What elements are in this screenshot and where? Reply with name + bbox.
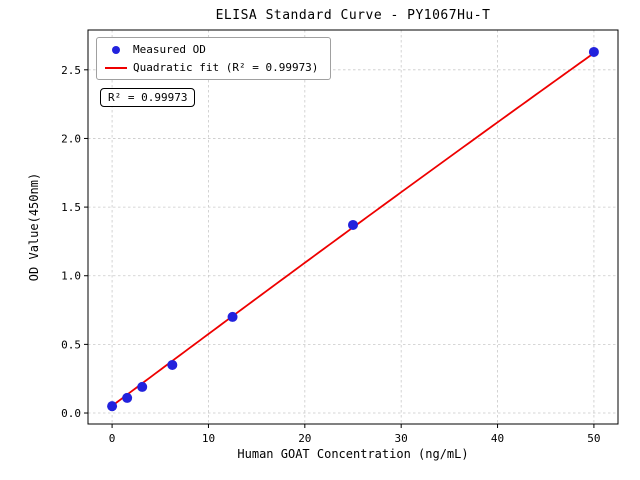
legend-entry-quadratic-fit: Quadratic fit (R² = 0.99973) [105, 61, 318, 74]
y-tick-label: 1.5 [61, 201, 81, 214]
x-axis-label: Human GOAT Concentration (ng/mL) [237, 447, 469, 461]
x-tick-label: 40 [491, 432, 504, 445]
y-tick-label: 0.0 [61, 407, 81, 420]
axes-border [87, 29, 619, 425]
x-tick-label: 20 [298, 432, 311, 445]
data-point [348, 219, 358, 230]
legend-line-quadratic-fit-icon [105, 66, 127, 69]
legend-label-quadratic-fit: Quadratic fit (R² = 0.99973) [133, 61, 319, 74]
data-point [588, 46, 599, 57]
chart-title: ELISA Standard Curve - PY1067Hu-T [215, 8, 491, 23]
y-tick-label: 0.5 [61, 338, 81, 351]
legend-marker-measured-od-icon [112, 45, 120, 54]
legend: Measured OD Quadratic fit (R² = 0.99973) [96, 37, 332, 80]
data-point [122, 392, 133, 403]
legend-entry-measured-od: Measured OD [105, 43, 318, 56]
data-point [227, 311, 238, 322]
y-tick-label: 2.0 [61, 132, 81, 145]
y-axis-label: OD Value(450nm) [27, 172, 41, 282]
x-tick-label: 0 [109, 432, 116, 445]
x-tick-label: 30 [395, 432, 408, 445]
data-point [107, 401, 118, 412]
y-tick-label: 2.5 [61, 64, 81, 77]
r-squared-annotation: R² = 0.99973 [100, 88, 196, 107]
y-tick-label: 1.0 [61, 270, 81, 283]
legend-label-measured-od: Measured OD [133, 43, 206, 56]
data-point [137, 381, 148, 392]
data-point [167, 359, 178, 370]
x-tick-label: 50 [587, 432, 600, 445]
x-tick-label: 10 [202, 432, 215, 445]
